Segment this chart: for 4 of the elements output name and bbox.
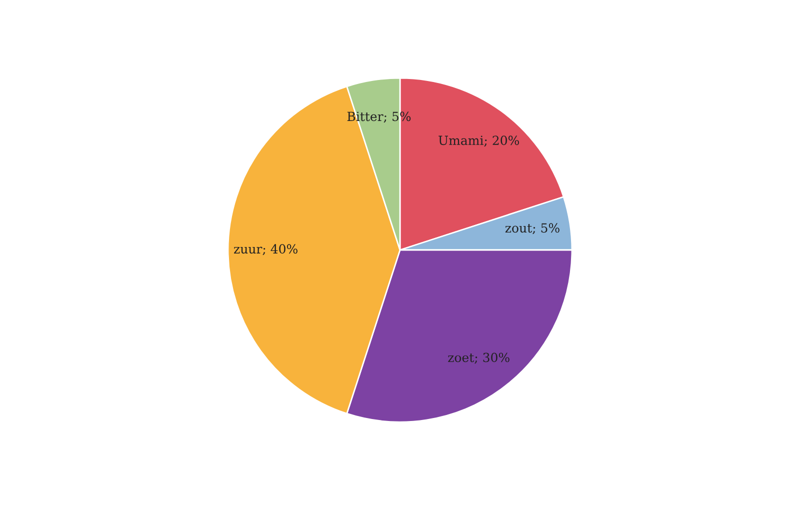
slice-label: Umami; 20% xyxy=(438,136,519,147)
slice-label: zoet; 30% xyxy=(448,352,510,364)
slice-label: zout; 5% xyxy=(505,223,560,234)
slice-label: zuur; 40% xyxy=(234,244,298,256)
